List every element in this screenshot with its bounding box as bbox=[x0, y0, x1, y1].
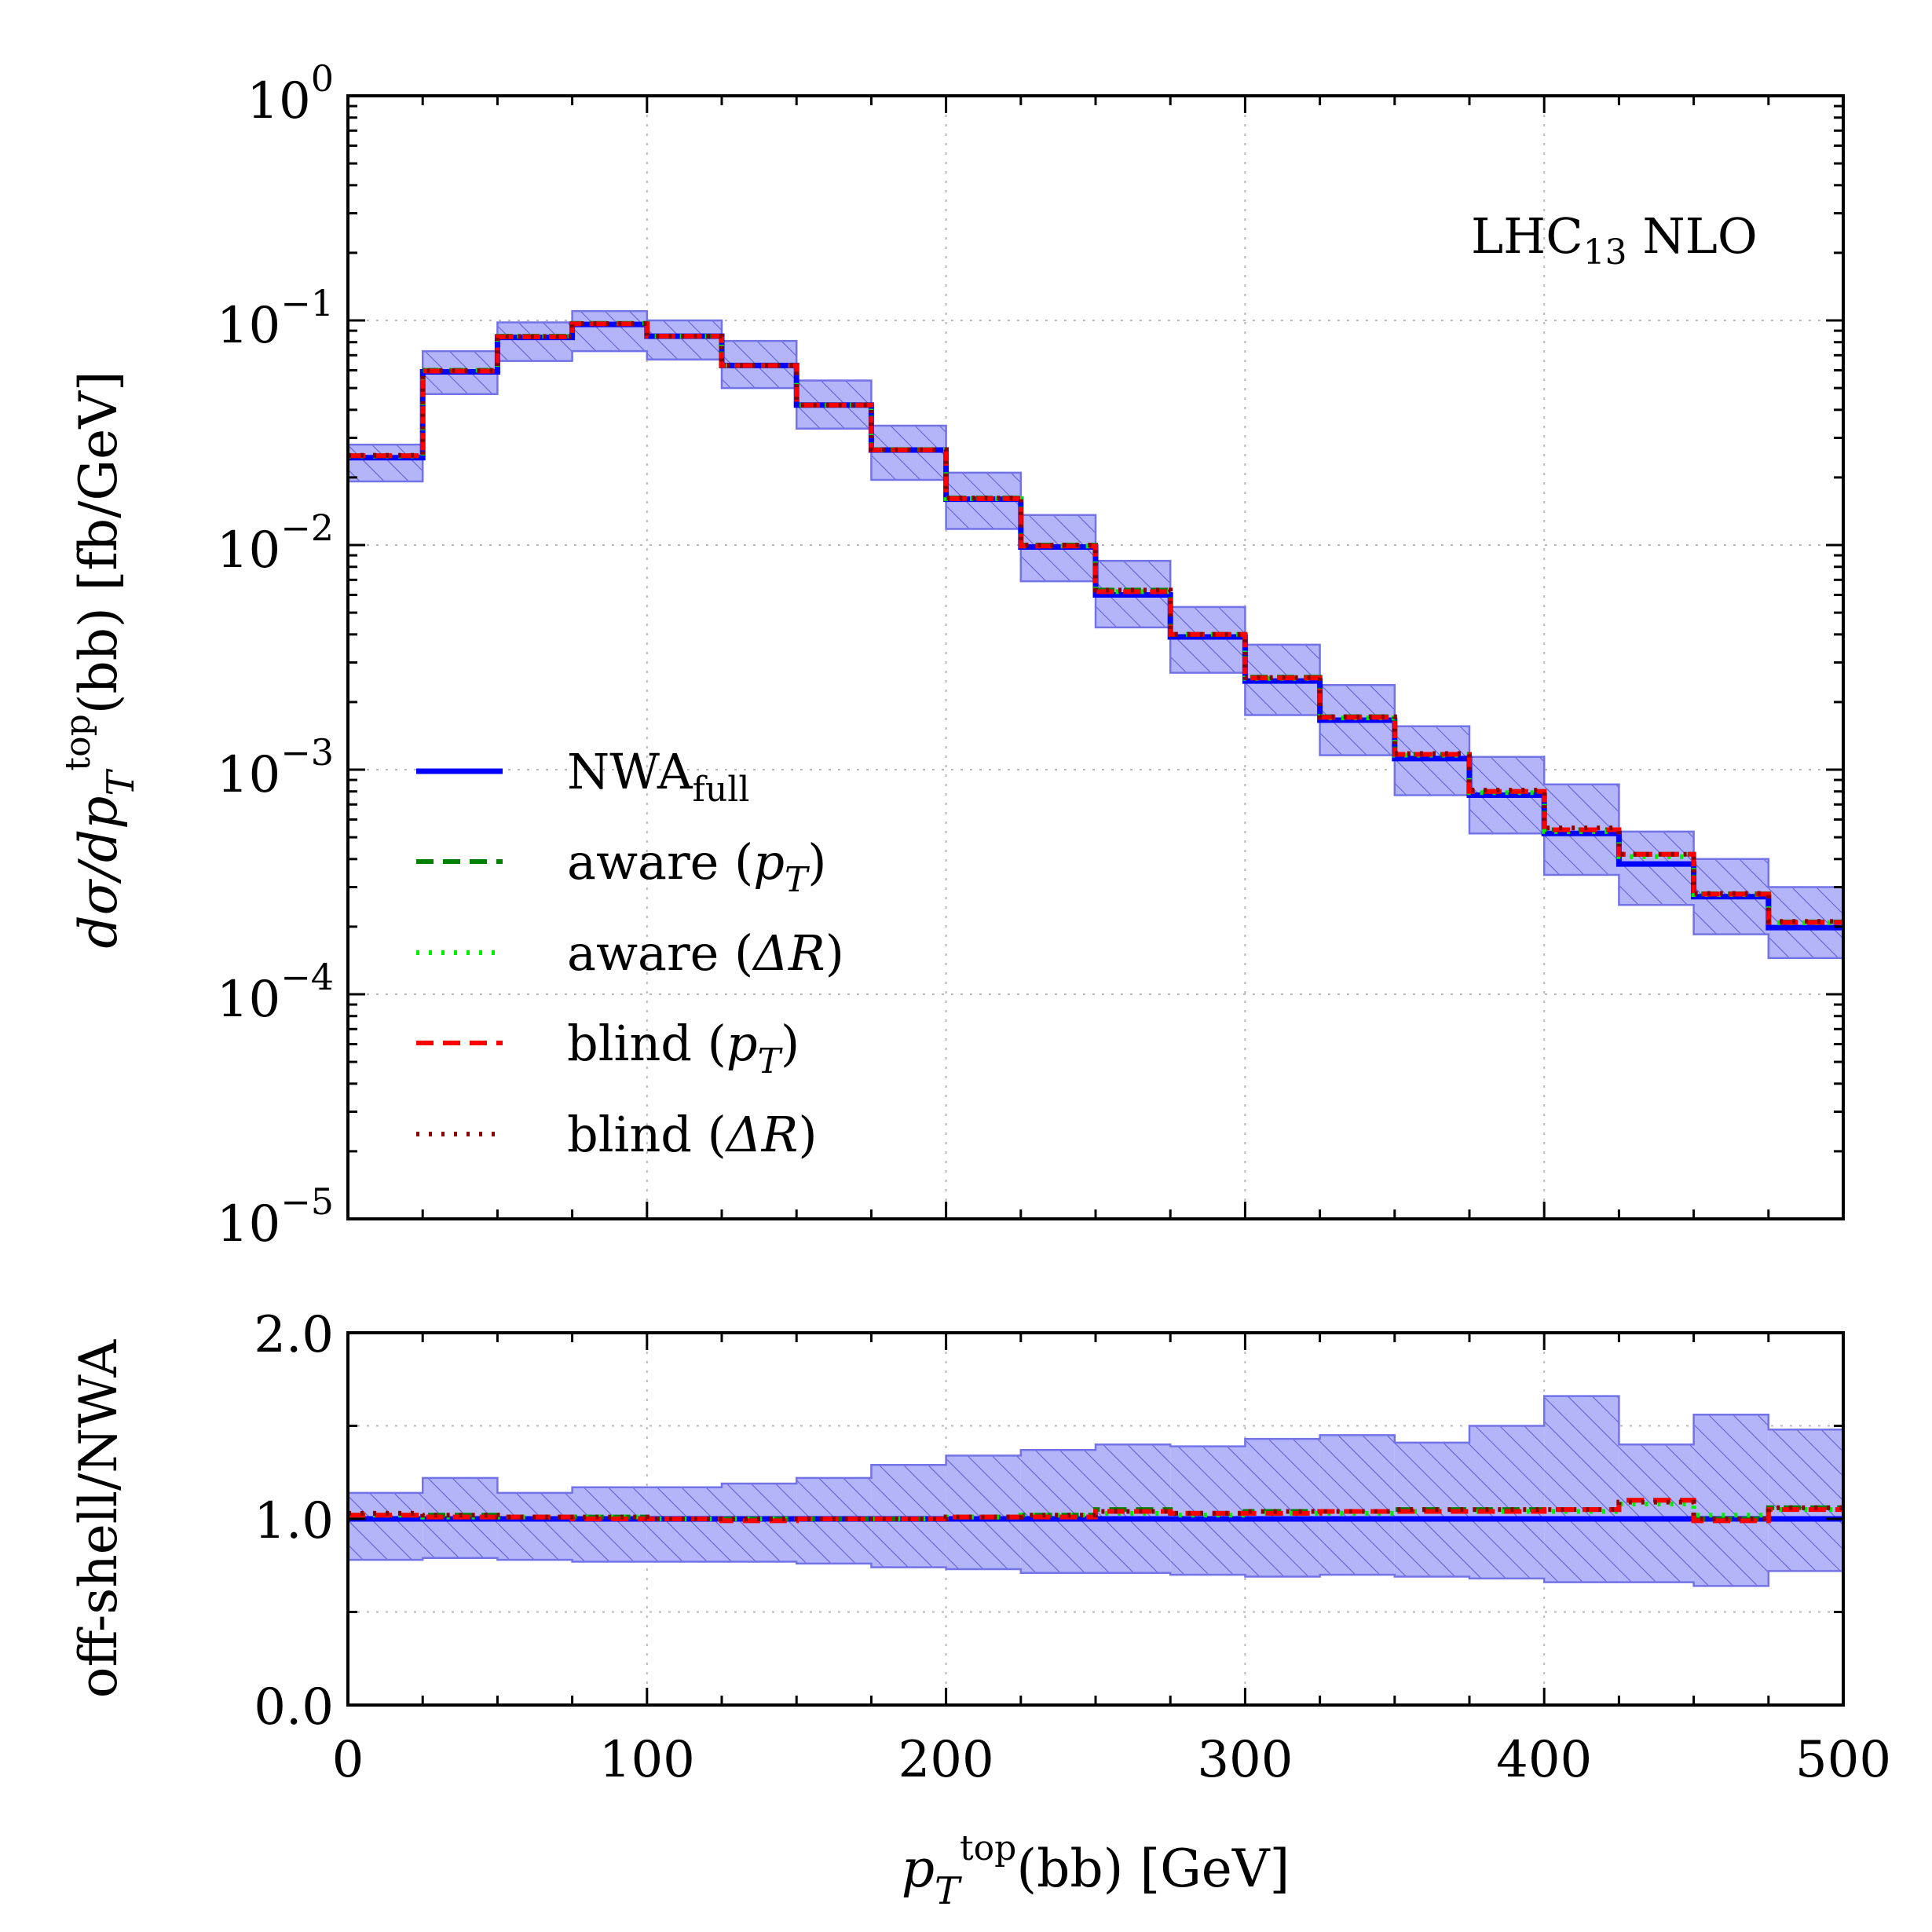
main-y-tick-label: 10−1 bbox=[217, 282, 334, 355]
ratio-y-axis-label: off-shell/NWA bbox=[68, 1338, 129, 1698]
ratio-band-bin bbox=[1170, 1446, 1246, 1575]
ratio-band-bin bbox=[1319, 1435, 1395, 1575]
legend-item-blind-pt: blind (pT) bbox=[416, 1015, 800, 1081]
ratio-ticks: 0 100 200 300 400 500 0.0 1.0 2.0 bbox=[254, 1306, 1891, 1789]
main-band-bin bbox=[871, 425, 946, 481]
main-y-axis-label: dσ/dpTtop(bb) [fb/GeV] bbox=[58, 371, 143, 948]
ratio-band-bin bbox=[646, 1487, 722, 1562]
x-tick-label: 0 bbox=[332, 1731, 364, 1789]
legend-item-aware-pt: aware (pT) bbox=[416, 833, 827, 900]
x-tick-label: 500 bbox=[1795, 1731, 1891, 1789]
annotation: LHC13 NLO bbox=[1471, 207, 1758, 273]
main-panel: 100 10−1 10−2 10−3 10−4 10−5 LHC13 NLO dσ/dpT… bbox=[58, 57, 1845, 1253]
x-tick-label: 400 bbox=[1496, 1731, 1592, 1789]
ratio-band-bin bbox=[1693, 1414, 1769, 1586]
main-y-tick-label: 10−5 bbox=[217, 1180, 334, 1253]
x-tick-label: 300 bbox=[1197, 1731, 1293, 1789]
main-band-bin bbox=[497, 322, 573, 361]
main-y-tick-label: 10−3 bbox=[217, 731, 334, 804]
legend-label: blind (ΔR) bbox=[567, 1106, 818, 1163]
legend-label: aware (ΔR) bbox=[567, 924, 844, 982]
main-y-tick-label: 10−2 bbox=[217, 507, 334, 580]
ratio-y-tick-label: 0.0 bbox=[254, 1678, 334, 1736]
legend-label: blind (pT) bbox=[567, 1015, 800, 1081]
ratio-series bbox=[348, 1498, 1843, 1524]
legend-item-blind-r: blind (ΔR) bbox=[416, 1106, 818, 1163]
legend-label: aware (pT) bbox=[567, 833, 827, 900]
x-tick-label: 200 bbox=[898, 1731, 994, 1789]
ratio-band-bin bbox=[871, 1465, 946, 1568]
ratio-y-tick-label: 2.0 bbox=[254, 1306, 334, 1364]
legend-label: NWAfull bbox=[567, 743, 749, 810]
ratio-uncertainty-band bbox=[348, 1395, 1843, 1587]
main-ticks: 100 10−1 10−2 10−3 10−4 10−5 bbox=[217, 57, 1845, 1253]
main-band-bin bbox=[646, 320, 722, 360]
ratio-band-bin bbox=[497, 1492, 573, 1561]
ratio-band-bin bbox=[1096, 1444, 1171, 1573]
ratio-band-bin bbox=[1469, 1425, 1545, 1579]
main-band-bin bbox=[1619, 831, 1694, 906]
main-band-upper-edge bbox=[348, 309, 1843, 888]
legend-item-nwa: NWAfull bbox=[416, 743, 749, 810]
main-series-blind-pt bbox=[348, 321, 1843, 925]
ratio-band-bin bbox=[1544, 1396, 1619, 1583]
ratio-band-bin bbox=[1245, 1439, 1320, 1577]
legend: NWAfull aware (pT) aware (ΔR) blind (pT) bli… bbox=[416, 743, 844, 1163]
main-y-tick-label: 100 bbox=[247, 57, 334, 130]
ratio-band-bin bbox=[1768, 1429, 1843, 1572]
main-band-bin bbox=[572, 311, 647, 352]
x-tick-label: 100 bbox=[599, 1731, 695, 1789]
ratio-series-blind-r bbox=[348, 1499, 1843, 1521]
main-y-tick-label: 10−4 bbox=[217, 956, 334, 1029]
main-series bbox=[348, 320, 1843, 931]
ratio-band-bin bbox=[348, 1492, 423, 1561]
ratio-band-bin bbox=[1619, 1444, 1694, 1583]
ratio-band-bin bbox=[1020, 1450, 1096, 1573]
legend-item-aware-r: aware (ΔR) bbox=[416, 924, 844, 982]
ratio-band-lower-edge bbox=[348, 1557, 1843, 1587]
ratio-band-bin bbox=[946, 1455, 1021, 1569]
main-grid bbox=[348, 96, 1843, 1219]
ratio-y-tick-label: 1.0 bbox=[254, 1492, 334, 1550]
main-band-bin bbox=[348, 445, 423, 481]
main-band-bin bbox=[1170, 606, 1246, 673]
ratio-band-upper-edge bbox=[348, 1395, 1843, 1495]
ratio-band-bin bbox=[572, 1487, 647, 1562]
x-axis-label: pTtop(bb) [GeV] bbox=[902, 1828, 1290, 1913]
main-band-lower-edge bbox=[348, 349, 1843, 960]
